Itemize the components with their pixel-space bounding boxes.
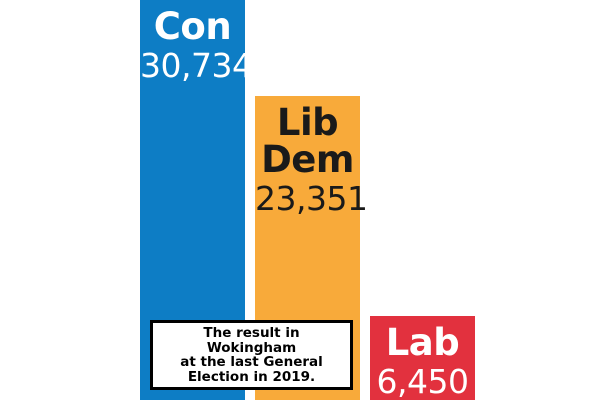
party-name-con: Con <box>153 5 232 48</box>
bar-lab: Lab 6,450 <box>370 316 475 400</box>
vote-count-con: 30,734 <box>140 46 253 85</box>
vote-count-lib-dem: 23,351 <box>255 179 368 218</box>
result-note: The result in Wokingham at the last Gene… <box>150 320 353 391</box>
party-name-lib-dem-line2: Dem <box>261 138 354 181</box>
bar-label-lib-dem: Lib Dem 23,351 <box>255 101 368 218</box>
bar-label-con: Con 30,734 <box>140 5 253 85</box>
party-name-lab: Lab <box>385 321 460 364</box>
vote-count-lab: 6,450 <box>376 362 469 401</box>
bar-label-lab: Lab 6,450 <box>370 324 475 398</box>
party-name-lib-dem: Lib <box>276 101 339 144</box>
